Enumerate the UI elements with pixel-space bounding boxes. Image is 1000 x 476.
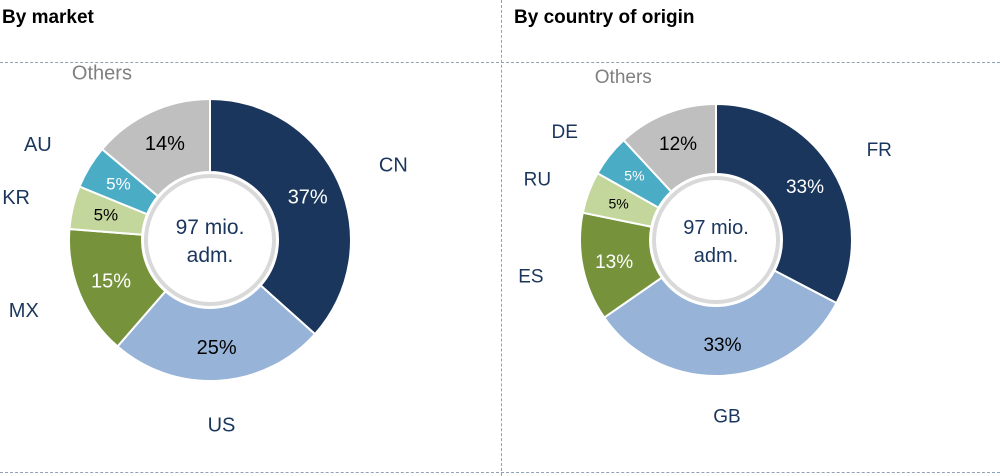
value-label-others: 14% (145, 133, 185, 155)
category-label-others: Others (595, 67, 652, 88)
value-label-cn: 37% (288, 186, 328, 208)
slice-us (116, 283, 317, 382)
value-label-us: 25% (197, 337, 237, 359)
value-label-kr: 5% (94, 205, 119, 224)
bottom-divider (0, 472, 1000, 473)
category-label-mx: MX (9, 300, 39, 322)
origin-panel: By country of origin 33% FR 33% GB 13% ES 5% RU… (502, 0, 1000, 476)
center-label-line-1: 97 mio. (683, 217, 749, 239)
category-label-de: DE (552, 122, 578, 143)
slice-others (100, 97, 211, 198)
slice-fr (715, 102, 853, 305)
market-panel: By market 37% CN 25% US 15% MX 5% KR 5% AU 14% Othe… (2, 7, 408, 437)
category-label-au: AU (24, 134, 52, 156)
value-label-mx: 15% (91, 271, 131, 293)
slice-cn (209, 97, 352, 336)
origin-donut-chart: 33% FR 33% GB 13% ES 5% RU 5% DE 12% Others 97 mio. a… (518, 67, 892, 428)
value-label-gb: 33% (703, 335, 741, 356)
value-label-others: 12% (659, 134, 697, 155)
market-donut-chart: 37% CN 25% US 15% MX 5% KR 5% AU 14% Others 97 mio. a… (2, 62, 408, 437)
center-label-line-2: adm. (694, 245, 738, 267)
value-label-au: 5% (106, 175, 131, 194)
vertical-divider (501, 0, 502, 476)
center-label-line-2: adm. (187, 244, 234, 267)
center-ring (652, 176, 780, 304)
slice-others (622, 102, 717, 193)
category-label-us: US (208, 415, 236, 437)
category-label-cn: CN (379, 155, 408, 177)
value-label-es: 13% (595, 252, 633, 273)
category-label-ru: RU (524, 169, 551, 190)
category-label-fr: FR (867, 140, 892, 161)
origin-chart-title: By country of origin (514, 7, 695, 28)
category-label-es: ES (518, 266, 543, 287)
center-ring (144, 174, 276, 306)
category-label-others: Others (72, 62, 132, 84)
value-label-de: 5% (624, 168, 644, 184)
value-label-fr: 33% (786, 177, 824, 198)
market-chart-title: By market (2, 7, 94, 28)
slice-gb (602, 269, 838, 377)
value-label-ru: 5% (608, 196, 628, 212)
center-label-line-1: 97 mio. (176, 216, 245, 239)
header-divider (0, 62, 1000, 63)
category-label-kr: KR (2, 187, 30, 209)
category-label-gb: GB (713, 407, 740, 428)
